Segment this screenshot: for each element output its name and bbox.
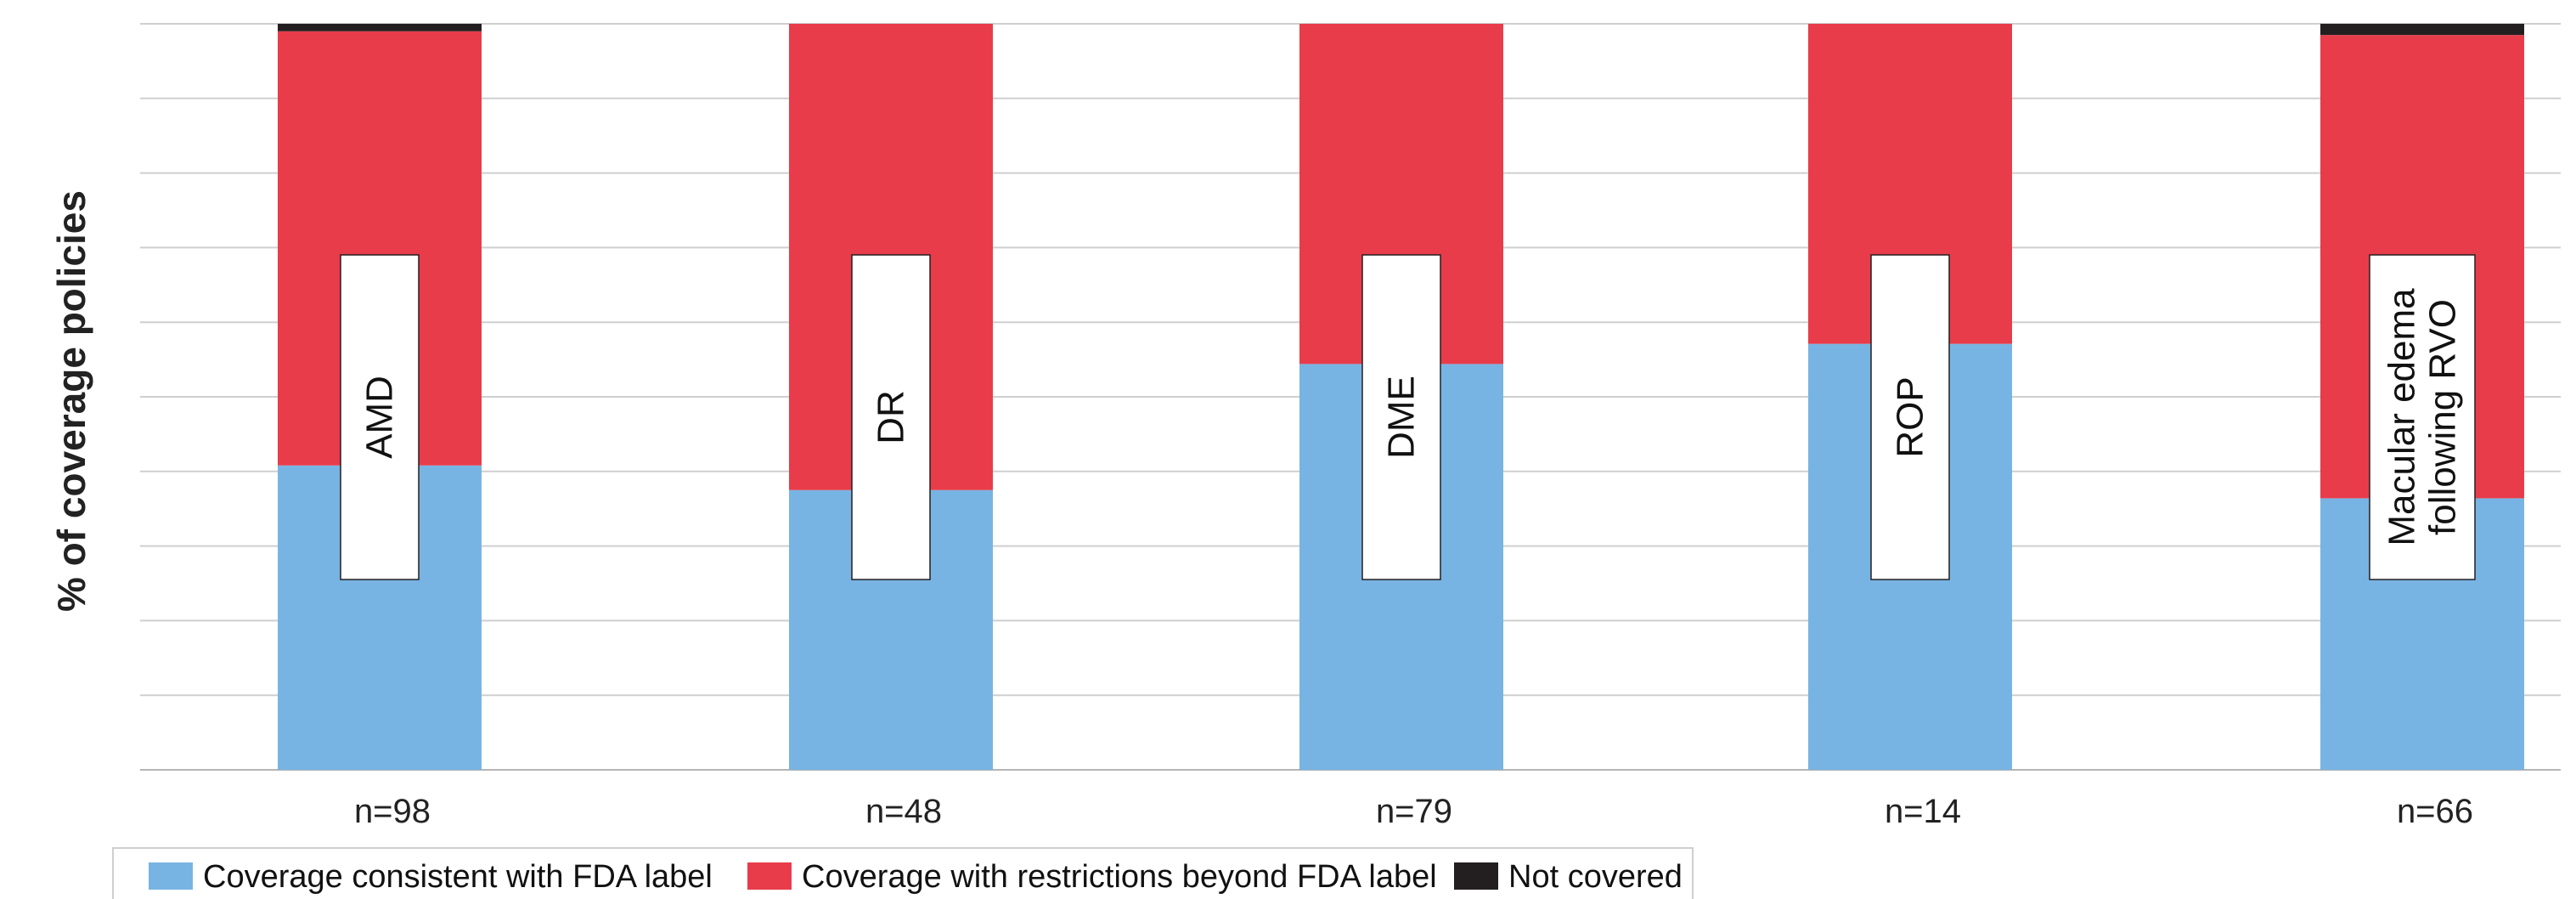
sample-size-label: n=98 bbox=[354, 793, 431, 830]
category-label: DME bbox=[1381, 376, 1423, 459]
category-label: AMD bbox=[359, 376, 401, 459]
legend-label: Coverage consistent with FDA label bbox=[203, 859, 713, 895]
category-labels: AMD DR DME ROP Macular edema following RVO bbox=[340, 254, 2476, 580]
category-label-box bbox=[2369, 254, 2476, 580]
category-label-box bbox=[1361, 254, 1441, 580]
category-label-box bbox=[851, 254, 931, 580]
legend-swatch bbox=[1454, 862, 1498, 890]
bar-segment bbox=[278, 24, 482, 31]
legend-label: Coverage with restrictions beyond FDA la… bbox=[802, 859, 1437, 895]
sample-size-label: n=79 bbox=[1376, 793, 1452, 830]
category-label-box bbox=[1870, 254, 1950, 580]
bar-segment bbox=[2320, 24, 2524, 36]
legend-swatch bbox=[747, 862, 792, 890]
category-label-box bbox=[340, 254, 420, 580]
sample-size-label: n=14 bbox=[1885, 793, 1961, 830]
category-label: DR bbox=[871, 390, 912, 444]
category-label: ROP bbox=[1890, 376, 1931, 457]
legend: Coverage consistent with FDA label Covera… bbox=[112, 847, 1694, 899]
y-axis-label: % of coverage policies bbox=[49, 190, 93, 612]
legend-swatch bbox=[149, 862, 193, 890]
sample-size-label: n=66 bbox=[2397, 793, 2473, 830]
category-label: following RVO bbox=[2422, 299, 2464, 535]
sample-size-labels: n=98 n=48 n=79 n=14 n=66 bbox=[354, 793, 2473, 830]
sample-size-label: n=48 bbox=[865, 793, 942, 830]
legend-label: Not covered bbox=[1508, 859, 1683, 895]
legend-frame bbox=[112, 847, 1694, 899]
category-label: Macular edema bbox=[2382, 288, 2423, 546]
